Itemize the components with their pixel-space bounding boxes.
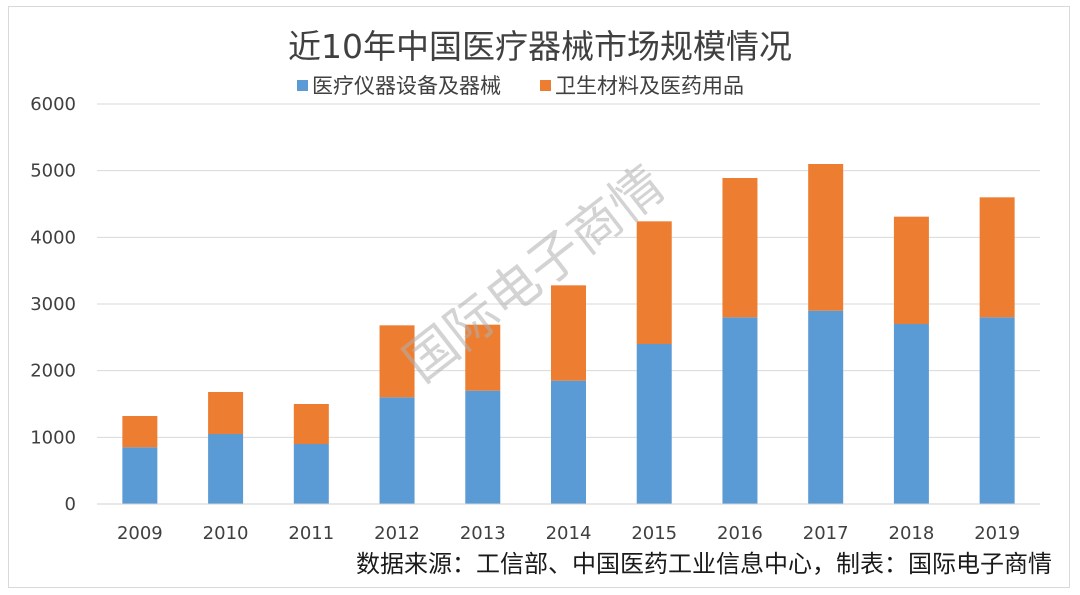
legend-swatch-1 — [297, 80, 308, 91]
source-note: 数据来源：工信部、中国医药工业信息中心，制表：国际电子商情 — [356, 550, 1052, 578]
bar-2019-series-2 — [979, 197, 1015, 318]
y-tick-label: 5000 — [30, 161, 76, 182]
x-tick-label: 2009 — [117, 523, 163, 544]
bar-2015-series-1 — [636, 344, 672, 504]
x-tick-label: 2010 — [203, 523, 249, 544]
bar-2011-series-1 — [293, 444, 329, 504]
watermark: 国际电子商情 — [393, 155, 676, 394]
y-axis-ticks: 0 1000 2000 3000 4000 5000 6000 — [30, 94, 76, 515]
x-tick-label: 2011 — [288, 523, 334, 544]
gridlines — [97, 103, 1040, 438]
bar-2016-series-2 — [722, 178, 758, 318]
legend-label-1: 医疗仪器设备及器械 — [312, 74, 501, 98]
bar-2011-series-2 — [293, 404, 329, 444]
y-tick-label: 3000 — [30, 294, 76, 315]
x-tick-label: 2017 — [803, 523, 849, 544]
x-tick-label: 2013 — [460, 523, 506, 544]
y-tick-label: 1000 — [30, 427, 76, 448]
bar-2015-series-2 — [636, 221, 672, 344]
y-tick-label: 4000 — [30, 227, 76, 248]
legend-label-2: 卫生材料及医药用品 — [555, 74, 744, 98]
y-tick-label: 2000 — [30, 361, 76, 382]
bar-2009-series-1 — [122, 447, 158, 504]
chart-title: 近10年中国医疗器械市场规模情况 — [288, 27, 792, 66]
bar-2013-series-2 — [465, 324, 501, 391]
x-tick-label: 2012 — [374, 523, 420, 544]
bar-2010-series-1 — [208, 434, 244, 504]
bar-2017-series-2 — [808, 164, 844, 311]
bar-2018-series-1 — [893, 324, 929, 504]
chart-frame — [8, 6, 1070, 588]
x-tick-label: 2014 — [546, 523, 592, 544]
legend-swatch-2 — [540, 80, 551, 91]
x-tick-label: 2018 — [889, 523, 935, 544]
bar-2016-series-1 — [722, 317, 758, 504]
bar-2009-series-2 — [122, 416, 158, 448]
bar-2018-series-2 — [893, 216, 929, 324]
bar-2017-series-1 — [808, 310, 844, 504]
x-axis-ticks: 2009 2010 2011 2012 2013 2014 2015 2016 2017 2018… — [117, 523, 1020, 544]
y-tick-label: 0 — [65, 494, 76, 515]
bar-2010-series-2 — [208, 392, 244, 434]
legend: 医疗仪器设备及器械 卫生材料及医药用品 — [297, 74, 744, 98]
bars — [122, 164, 1015, 504]
y-tick-label: 6000 — [30, 94, 76, 115]
bar-2012-series-2 — [379, 325, 415, 398]
x-tick-label: 2015 — [631, 523, 677, 544]
x-tick-label: 2016 — [717, 523, 763, 544]
bar-2013-series-1 — [465, 390, 501, 504]
bar-2012-series-1 — [379, 397, 415, 504]
x-tick-label: 2019 — [974, 523, 1020, 544]
bar-2014-series-2 — [551, 285, 586, 381]
bar-2014-series-1 — [551, 380, 586, 504]
bar-2019-series-1 — [979, 317, 1015, 504]
